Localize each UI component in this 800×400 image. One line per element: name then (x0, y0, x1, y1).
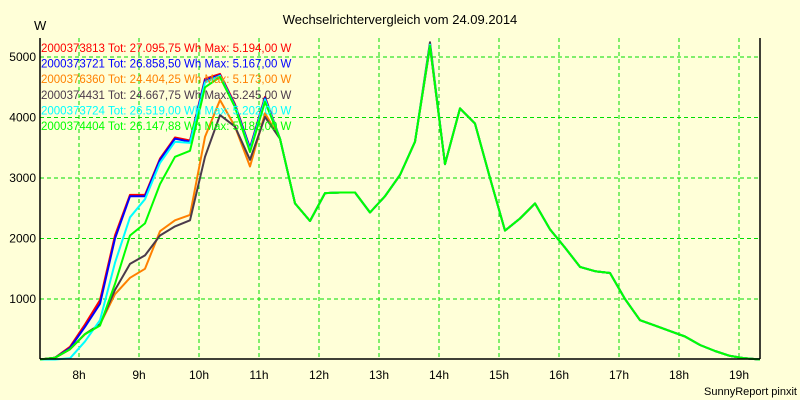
legend-entry-2000376360: 2000376360 Tot: 24.404,25 Wh Max: 5.173,… (41, 74, 292, 86)
y-tick-label: 5000 (9, 50, 36, 64)
y-tick-label: 1000 (9, 292, 36, 306)
x-tick-label: 9h (132, 368, 145, 382)
footer-credit: SunnyReport pinxit (704, 386, 797, 398)
x-tick-label: 18h (669, 368, 689, 382)
y-tick-label: 3000 (9, 171, 36, 185)
x-tick-label: 11h (249, 368, 268, 382)
legend-entry-2000373724: 2000373724 Tot: 26.519,00 Wh Max: 5.202,… (41, 105, 292, 117)
tick-labels: 8h 9h 10h 11h 12h 13h 14h 15h 16h 17h 18h 19h 1000 20… (9, 50, 749, 382)
x-tick-label: 12h (309, 368, 329, 382)
x-tick-label: 17h (609, 368, 629, 382)
series-line-2000374404 (39, 44, 761, 361)
x-tick-label: 14h (429, 368, 449, 382)
x-tick-label: 15h (489, 368, 509, 382)
y-tick-label: 2000 (9, 232, 36, 246)
legend-entry-2000373813: 2000373813 Tot: 27.095,75 Wh Max: 5.194,… (41, 43, 292, 55)
legend-entry-2000373721: 2000373721 Tot: 26.858,50 Wh Max: 5.167,… (41, 59, 292, 71)
x-tick-label: 10h (189, 368, 209, 382)
axes (39, 38, 761, 360)
legend: 2000373813 Tot: 27.095,75 Wh Max: 5.194,… (41, 43, 292, 133)
x-tick-label: 8h (72, 368, 85, 382)
x-tick-label: 13h (369, 368, 389, 382)
legend-entry-2000374404: 2000374404 Tot: 26.147,88 Wh Max: 5.183,… (41, 121, 292, 133)
y-axis-label: W (34, 18, 47, 33)
x-tick-label: 16h (549, 368, 569, 382)
x-tick-label: 19h (729, 368, 749, 382)
legend-entry-2000374431: 2000374431 Tot: 24.667,75 Wh Max: 5.245,… (41, 90, 292, 102)
chart-title: Wechselrichtervergleich vom 24.09.2014 (283, 12, 518, 27)
y-tick-label: 4000 (9, 111, 36, 125)
grid (40, 38, 760, 359)
series-lines (39, 41, 761, 361)
